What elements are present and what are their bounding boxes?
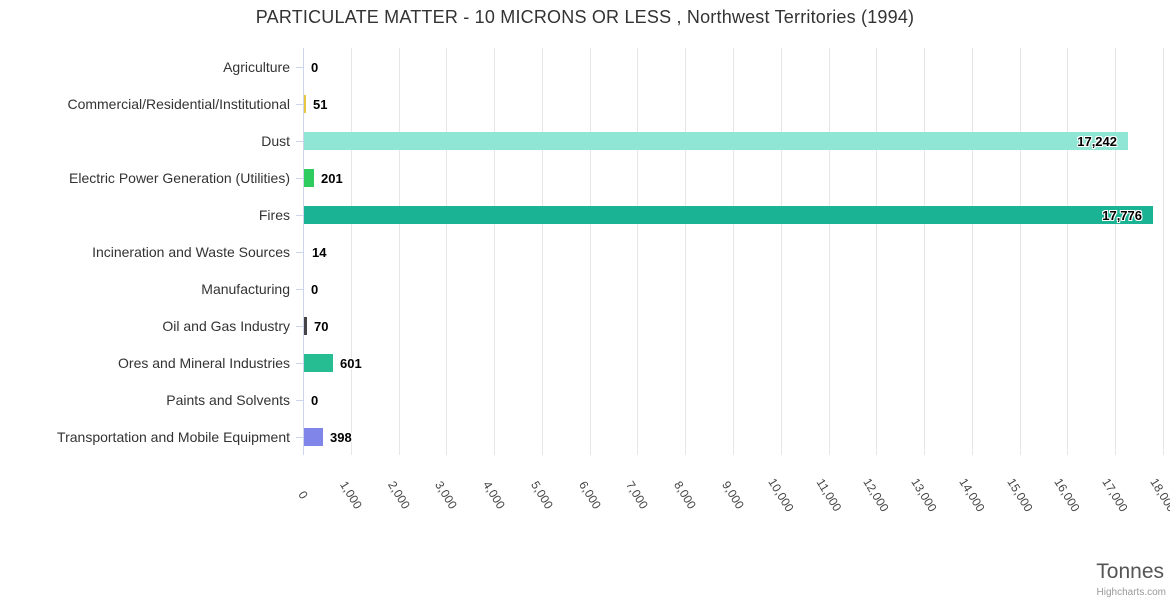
category-tick [296,437,303,438]
value-axis-tick-label: 6,000 [575,478,604,512]
category-label: Agriculture [223,59,290,75]
value-label: 70 [314,319,329,334]
value-axis-tick-label: 7,000 [623,478,652,512]
category-tick [296,141,303,142]
category-label: Ores and Mineral Industries [118,355,290,371]
gridline [781,48,782,455]
gridline [351,48,352,455]
value-axis-tick-label: 1,000 [336,478,365,512]
bar-oil-and-gas-industry[interactable] [304,317,307,335]
value-label: 601 [340,356,362,371]
category-label: Electric Power Generation (Utilities) [69,170,290,186]
category-label: Oil and Gas Industry [162,318,290,334]
gridline [1115,48,1116,455]
bar-electric-power-generation-utilities-[interactable] [304,169,314,187]
value-label: 51 [313,97,328,112]
category-label: Fires [258,207,290,223]
gridline [1020,48,1021,455]
category-label: Incineration and Waste Sources [92,244,290,260]
category-tick [296,67,303,68]
value-axis-tick-label: 13,000 [908,475,940,515]
value-axis-tick-label: 9,000 [719,478,747,512]
value-axis-tick-label: 17,000 [1099,475,1131,515]
gridline [494,48,495,455]
value-label: 0 [311,60,319,75]
gridline [924,48,925,455]
category-tick [296,326,303,327]
plot-area [303,48,1164,455]
category-tick [296,104,303,105]
value-label: 201 [321,171,343,186]
gridline [446,48,447,455]
value-label: 0 [311,282,319,297]
category-label: Paints and Solvents [166,392,290,408]
category-tick [296,215,303,216]
gridline [829,48,830,455]
gridline [590,48,591,455]
gridline [542,48,543,455]
bar-transportation-and-mobile-equipment[interactable] [304,428,323,446]
value-axis-tick-label: 10,000 [765,475,797,515]
gridline [876,48,877,455]
gridline [972,48,973,455]
value-label: 17,776 [1102,208,1142,223]
category-label: Dust [261,133,290,149]
value-label: 14 [312,245,327,260]
value-label: 17,242 [1077,134,1117,149]
value-label: 0 [311,393,319,408]
gridline [399,48,400,455]
category-label: Commercial/Residential/Institutional [67,96,290,112]
value-axis-tick-label: 18,000 [1147,475,1170,515]
value-axis-tick-label: 0 [295,488,311,502]
gridline [685,48,686,455]
value-axis-tick-label: 15,000 [1003,475,1036,515]
bar-dust[interactable] [304,132,1128,150]
gridline [1067,48,1068,455]
gridline [733,48,734,455]
category-tick [296,363,303,364]
category-tick [296,252,303,253]
category-tick [296,178,303,179]
value-axis-tick-label: 16,000 [1051,475,1084,515]
category-label: Manufacturing [201,281,290,297]
value-axis-tick-label: 2,000 [384,478,413,512]
chart-title: PARTICULATE MATTER - 10 MICRONS OR LESS … [255,7,915,27]
bar-commercial-residential-institutional[interactable] [304,95,306,113]
value-label: 398 [330,430,352,445]
value-axis-tick-label: 8,000 [671,478,700,512]
highcharts-credits-link[interactable]: Highcharts.com [1096,587,1166,598]
value-axis-tick-label: 14,000 [956,475,988,515]
bar-fires[interactable] [304,206,1153,224]
category-label: Transportation and Mobile Equipment [57,429,290,445]
value-axis-tick-label: 12,000 [860,475,892,515]
gridline [637,48,638,455]
bar-ores-and-mineral-industries[interactable] [304,354,333,372]
category-tick [296,289,303,290]
value-axis-tick-label: 4,000 [480,478,509,512]
value-axis-tick-label: 11,000 [813,476,844,514]
x-axis-title: Tonnes [1096,560,1164,583]
gridline [1163,48,1164,455]
value-axis-tick-label: 5,000 [527,478,556,512]
category-tick [296,400,303,401]
value-axis-tick-label: 3,000 [432,478,461,512]
